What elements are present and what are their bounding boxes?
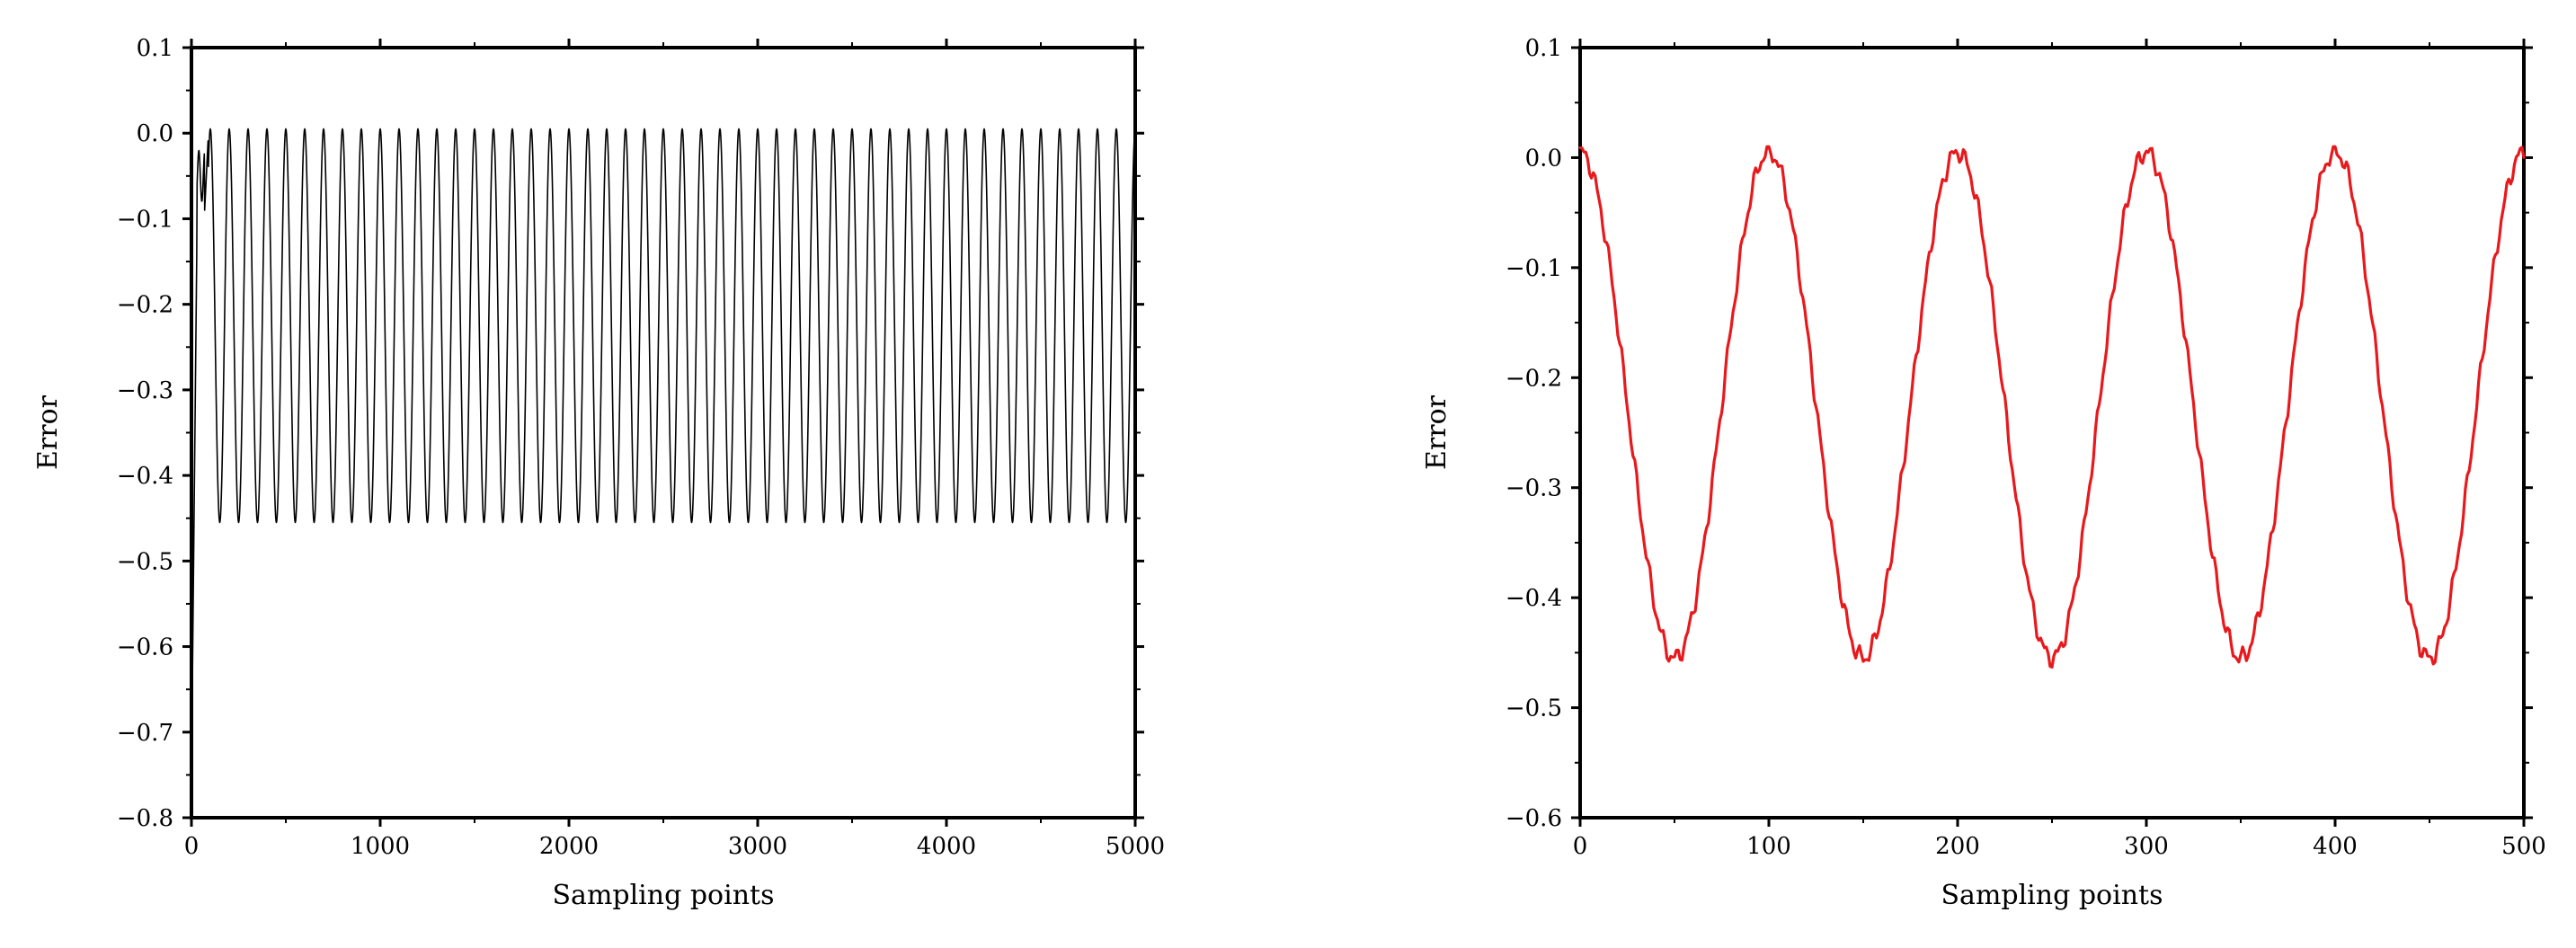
y-tick-label: −0.6 <box>1506 805 1562 832</box>
x-tick-label: 100 <box>1746 833 1791 860</box>
left-error-chart: 0 1000 2000 3000 4000 5000 0.1 0.0 −0.1 −0.2 −0.3 −… <box>32 35 1165 911</box>
y-tick-label: −0.5 <box>117 548 173 575</box>
y-tick-label: −0.7 <box>117 720 173 747</box>
plot-area <box>190 46 1137 820</box>
y-tick-label: −0.3 <box>1506 475 1562 502</box>
y-tick-label: −0.6 <box>117 634 173 661</box>
x-tick-label: 0 <box>1573 833 1588 860</box>
x-tick-label: 3000 <box>728 833 787 860</box>
y-tick-label: −0.1 <box>117 206 173 233</box>
y-tick-label: 0.0 <box>137 120 173 147</box>
y-tick-label: −0.5 <box>1506 695 1562 722</box>
right-error-chart: 0 100 200 300 400 500 0.1 0.0 −0.1 −0.2 −0.3 −0.4 −0… <box>1421 35 2546 911</box>
error-series-line <box>1578 145 2526 669</box>
y-tick-label: 0.1 <box>137 35 173 62</box>
y-tick-label: 0.0 <box>1525 145 1562 172</box>
y-axis-label: Error <box>32 394 64 470</box>
y-tick-label: −0.2 <box>117 292 173 319</box>
y-tick-label: −0.2 <box>1506 365 1562 392</box>
plot-area <box>1578 46 2526 820</box>
y-tick-label: 0.1 <box>1525 35 1562 62</box>
y-tick-label: −0.4 <box>117 463 173 490</box>
x-axis-label: Sampling points <box>553 880 775 911</box>
x-tick-label: 5000 <box>1106 833 1165 860</box>
y-tick-label: −0.8 <box>117 805 173 832</box>
error-series-line <box>191 128 1136 776</box>
x-tick-label: 0 <box>184 833 200 860</box>
x-tick-label: 4000 <box>917 833 976 860</box>
x-tick-label: 400 <box>2313 833 2358 860</box>
y-tick-label: −0.4 <box>1506 585 1562 612</box>
x-tick-label: 1000 <box>351 833 410 860</box>
x-tick-label: 200 <box>1935 833 1980 860</box>
x-tick-label: 2000 <box>539 833 599 860</box>
x-axis-label: Sampling points <box>1941 880 2163 911</box>
y-tick-label: −0.1 <box>1506 255 1562 282</box>
x-tick-label: 300 <box>2124 833 2169 860</box>
y-axis-label: Error <box>1421 394 1452 470</box>
y-tick-label: −0.3 <box>117 377 173 404</box>
x-tick-label: 500 <box>2501 833 2546 860</box>
